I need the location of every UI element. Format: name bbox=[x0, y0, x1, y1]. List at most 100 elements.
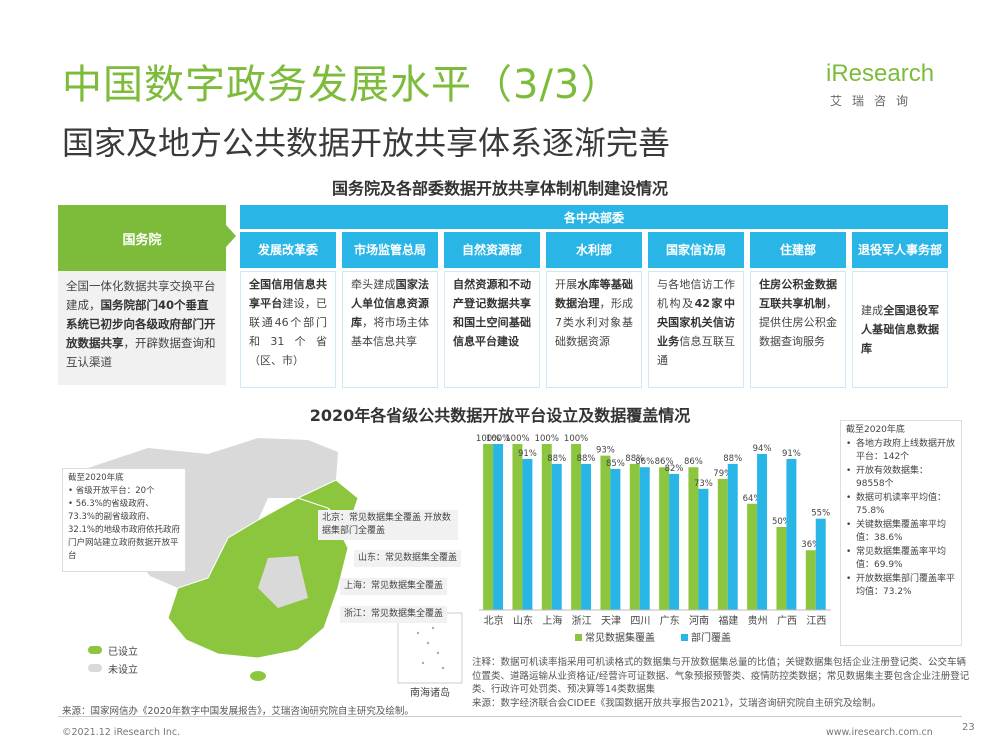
page-title: 中国数字政务发展水平（3/3） bbox=[62, 62, 622, 108]
dept-card: 国家信访局 与各地信访工作机构及42家中央国家机关信访业务信息互联互通 bbox=[648, 232, 744, 388]
dept-desc-bold: 42家中央国家机关信访业务 bbox=[657, 297, 736, 348]
data-label-dept-8: 88% bbox=[723, 454, 742, 464]
x-tick-label: 上海 bbox=[542, 614, 562, 627]
data-label-common-4: 93% bbox=[596, 446, 615, 456]
bar-dept-6 bbox=[669, 473, 680, 610]
map-inset-frame bbox=[397, 612, 463, 684]
dept-desc-bold: 全国退役军人基础信息数据库 bbox=[861, 304, 940, 355]
x-tick-label: 河南 bbox=[689, 614, 709, 627]
legend-unset-swatch bbox=[88, 664, 102, 672]
dept-name: 发展改革委 bbox=[240, 232, 336, 268]
map-info-box: 截至2020年底 • 省级开放平台：20个 • 56.3%的省级政府、73.3%… bbox=[62, 468, 186, 572]
bar-common-6 bbox=[659, 467, 670, 610]
x-tick-label: 天津 bbox=[601, 615, 621, 627]
data-label-dept-9: 94% bbox=[753, 444, 772, 454]
bar-common-0 bbox=[483, 444, 494, 610]
x-tick-label: 广西 bbox=[777, 615, 797, 627]
dept-desc: 全国信用信息共享平台建设，已联通46个部门和31个省（区、市） bbox=[240, 271, 336, 388]
callout-shandong: 山东：常见数据集全覆盖 bbox=[354, 550, 462, 567]
bar-dept-8 bbox=[727, 463, 738, 610]
dept-desc: 建成全国退役军人基础信息数据库 bbox=[852, 271, 948, 388]
source-left: 来源：国家网信办《2020年数字中国发展报告》，艾瑞咨询研究院自主研究及绘制。 bbox=[62, 706, 414, 717]
footer-divider bbox=[58, 716, 962, 717]
data-label-common-11: 36% bbox=[801, 540, 820, 550]
data-label-dept-2: 88% bbox=[547, 454, 566, 464]
data-label-dept-1: 91% bbox=[518, 449, 537, 459]
dept-name: 自然资源部 bbox=[444, 232, 540, 268]
dept-desc-bold: 全国信用信息共享平台 bbox=[249, 278, 327, 310]
coverage-bar-chart: 100%100%100%91%100%88%100%88%93%85% 88%86… bbox=[476, 434, 831, 644]
bar-common-7 bbox=[688, 467, 699, 610]
inset-label: 南海诸岛 bbox=[410, 688, 450, 699]
page-number: 23 bbox=[962, 722, 975, 733]
chart-bars: 100%100%100%91%100%88%100%88%93%85% 88%86… bbox=[476, 434, 830, 610]
dept-desc-bold: 住房公积金数据互联共享机制 bbox=[759, 278, 837, 310]
bar-dept-10 bbox=[786, 458, 797, 610]
x-tick-label: 贵州 bbox=[748, 614, 768, 627]
data-label-common-5: 88% bbox=[625, 454, 644, 464]
state-council-header: 国务院 bbox=[58, 205, 226, 271]
legend-swatch-1 bbox=[681, 634, 688, 641]
hainan-island bbox=[250, 671, 266, 681]
legend-label-1: 部门覆盖 bbox=[691, 631, 731, 644]
arrow-right-icon bbox=[226, 225, 236, 247]
bar-dept-11 bbox=[815, 518, 826, 610]
data-label-dept-4: 85% bbox=[606, 459, 625, 469]
data-label-common-7: 86% bbox=[684, 457, 703, 467]
dept-desc-pre: 与各地信访工作机构及 bbox=[657, 278, 735, 310]
stats-item: 常见数据集覆盖率平均值：69.9% bbox=[846, 546, 956, 573]
stats-item: 开放有效数据集：98558个 bbox=[846, 465, 956, 492]
stats-item: 各地方政府上线数据开放平台：142个 bbox=[846, 438, 956, 465]
dept-name: 住建部 bbox=[750, 232, 846, 268]
data-label-common-1: 100% bbox=[505, 434, 529, 444]
data-label-common-10: 50% bbox=[772, 517, 791, 527]
bar-dept-2 bbox=[551, 463, 562, 610]
dept-name: 水利部 bbox=[546, 232, 642, 268]
dept-desc-text: ，形成7类水利对象基础数据资源 bbox=[555, 297, 634, 348]
data-label-dept-0: 100% bbox=[486, 434, 510, 444]
bar-common-4 bbox=[600, 455, 611, 610]
bar-dept-0 bbox=[493, 444, 504, 610]
map-info-text: 56.3%的省级政府、73.3%的副省级政府、32.1%的地级市政府依托政府门户… bbox=[68, 499, 181, 561]
bar-common-3 bbox=[571, 444, 582, 610]
bar-common-8 bbox=[717, 478, 728, 610]
dept-desc-text: ，将市场主体基本信息共享 bbox=[351, 316, 430, 348]
dept-desc: 住房公积金数据互联共享机制，提供住房公积金数据查询服务 bbox=[750, 271, 846, 388]
data-label-common-8: 79% bbox=[713, 469, 732, 479]
data-label-common-0: 100% bbox=[476, 434, 500, 444]
page-subtitle: 国家及地方公共数据开放共享体系逐渐完善 bbox=[62, 124, 671, 162]
bar-dept-1 bbox=[522, 458, 533, 610]
dept-desc: 牵头建成国家法人单位信息资源库，将市场主体基本信息共享 bbox=[342, 271, 438, 388]
stats-item: 开放数据集部门覆盖率平均值：73.2% bbox=[846, 573, 956, 600]
dept-card: 水利部 开展水库等基础数据治理，形成7类水利对象基础数据资源 bbox=[546, 232, 642, 388]
dept-desc: 自然资源和不动产登记数据共享和国土空间基础信息平台建设 bbox=[444, 271, 540, 388]
map-info-item: • 56.3%的省级政府、73.3%的副省级政府、32.1%的地级市政府依托政府… bbox=[68, 499, 181, 561]
iresearch-logo: iResearch 艾瑞咨询 bbox=[826, 60, 948, 114]
x-tick-label: 山东 bbox=[513, 614, 533, 627]
callout-beijing: 北京：常见数据集全覆盖 开放数据集部门全覆盖 bbox=[318, 510, 458, 540]
footer-copyright: ©2021.12 iResearch Inc. bbox=[62, 727, 181, 738]
data-label-dept-10: 91% bbox=[782, 449, 801, 459]
x-tick-label: 江西 bbox=[806, 615, 826, 627]
source-right: 来源：数字经济联合会CIDEE《我国数据开放共享报告2021》，艾瑞咨询研究院自… bbox=[472, 697, 882, 709]
data-label-dept-5: 86% bbox=[635, 457, 654, 467]
section1-title: 国务院及各部委数据开放共享体制机制建设情况 bbox=[331, 179, 668, 198]
state-council-text-c: ，开辟数据查询和互认渠道 bbox=[66, 336, 216, 369]
footer-url[interactable]: www.iresearch.com.cn bbox=[826, 727, 933, 738]
dept-desc-pre: 开展 bbox=[555, 278, 578, 291]
dept-desc-pre: 建成 bbox=[861, 304, 884, 317]
data-label-common-9: 64% bbox=[743, 494, 762, 504]
dept-name: 市场监管总局 bbox=[342, 232, 438, 268]
dept-card: 自然资源部 自然资源和不动产登记数据共享和国土空间基础信息平台建设 bbox=[444, 232, 540, 388]
central-ministries-header: 各中央部委 bbox=[240, 205, 948, 229]
bar-common-11 bbox=[805, 550, 816, 610]
chart-legend: 常见数据集覆盖 部门覆盖 bbox=[575, 631, 731, 644]
bar-common-10 bbox=[776, 527, 787, 610]
stats-item: 关键数据集覆盖率平均值：38.6% bbox=[846, 519, 956, 546]
legend-set-swatch bbox=[88, 646, 102, 654]
dept-desc-text: 信息互联互通 bbox=[657, 335, 736, 367]
map-inset-islands bbox=[416, 626, 445, 670]
notes-block: 注释：数据可机读率指采用可机读格式的数据集与开放数据集总量的比值；关键数据集包括… bbox=[472, 656, 972, 710]
legend-label-0: 常见数据集覆盖 bbox=[585, 631, 655, 644]
legend-swatch-0 bbox=[575, 634, 582, 641]
